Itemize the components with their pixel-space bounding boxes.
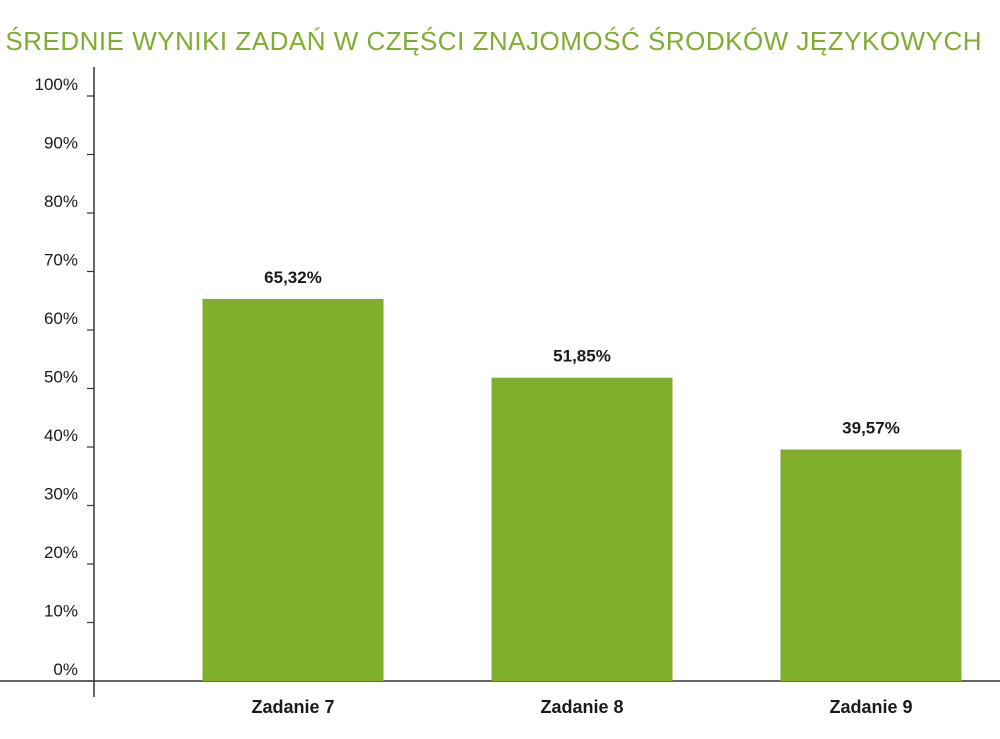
y-tick-label: 80% bbox=[44, 192, 78, 211]
y-tick-label: 100% bbox=[35, 75, 78, 94]
y-tick-label: 10% bbox=[44, 602, 78, 621]
bar-value-label: 51,85% bbox=[553, 347, 611, 366]
y-tick-label: 30% bbox=[44, 485, 78, 504]
y-tick-label: 60% bbox=[44, 309, 78, 328]
bar-value-label: 65,32% bbox=[264, 268, 322, 287]
chart-title: ŚREDNIE WYNIKI ZADAŃ W CZĘŚCI ZNAJOMOŚĆ … bbox=[5, 26, 982, 56]
bar bbox=[780, 449, 962, 681]
x-category-label: Zadanie 7 bbox=[251, 697, 334, 717]
y-tick-label: 20% bbox=[44, 543, 78, 562]
y-tick-label: 40% bbox=[44, 426, 78, 445]
bar-value-label: 39,57% bbox=[842, 419, 900, 438]
bar bbox=[491, 377, 673, 681]
x-category-label: Zadanie 8 bbox=[540, 697, 623, 717]
x-category-label: Zadanie 9 bbox=[829, 697, 912, 717]
y-tick-label: 70% bbox=[44, 251, 78, 270]
y-tick-label: 50% bbox=[44, 368, 78, 387]
y-tick-label: 0% bbox=[53, 660, 78, 679]
bar bbox=[202, 298, 384, 681]
y-tick-label: 90% bbox=[44, 134, 78, 153]
